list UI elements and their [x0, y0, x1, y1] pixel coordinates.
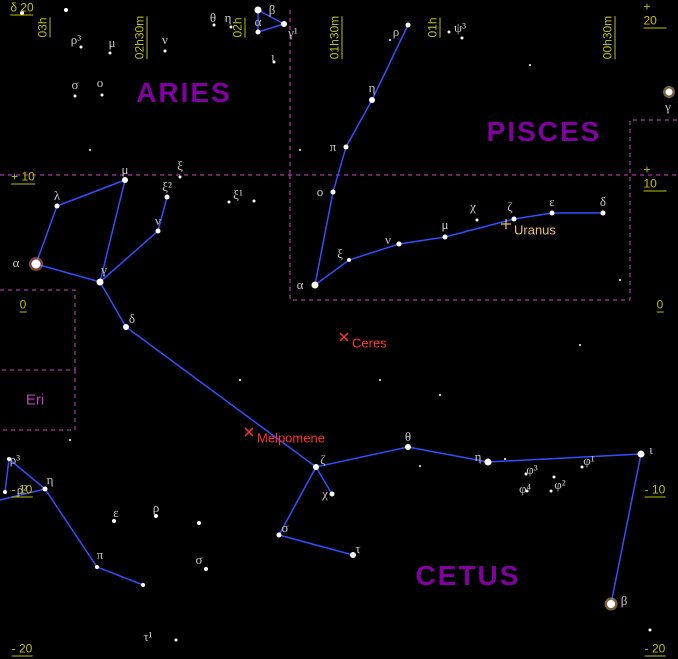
star-chart: { "canvas": { "width": 678, "height": 65…: [0, 0, 678, 659]
stars-layer: [0, 0, 678, 659]
